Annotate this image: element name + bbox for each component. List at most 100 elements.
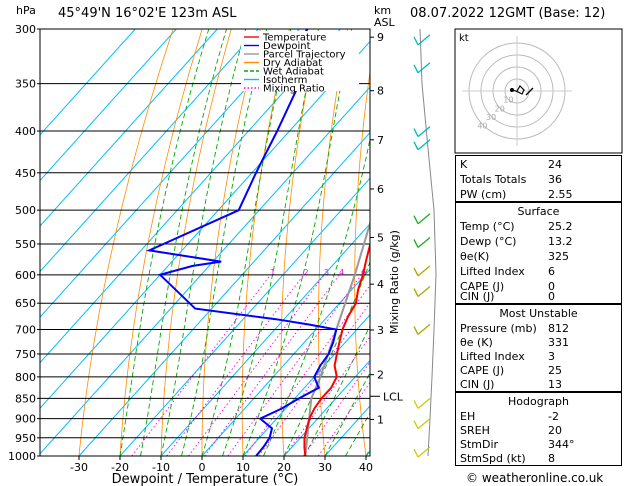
- wind-barb: [417, 285, 431, 297]
- mixing-ratio-axis-title: Mixing Ratio (g/kg): [388, 230, 401, 334]
- most-unstable-title: Most Unstable: [499, 307, 578, 320]
- mixing-ratio-label: 25: [444, 268, 454, 277]
- surface-row: Lifted Index 6: [460, 265, 555, 278]
- legend-item: Temperature: [262, 33, 326, 44]
- isotherm-line: [40, 29, 259, 273]
- asl-label: ASL: [374, 16, 395, 29]
- wind-barb: [417, 265, 431, 277]
- isotherm-line: [40, 86, 370, 455]
- mixing-ratio-line: [317, 381, 370, 456]
- most-unstable-panel: Most Unstable Pressure (mb) 812 θe (K) 331…: [455, 304, 622, 392]
- location-title: 45°49'N 16°02'E 123m ASL: [58, 6, 237, 21]
- mixing-ratio-label: 2: [303, 268, 308, 277]
- wind-barb: [417, 397, 431, 409]
- hodo-row: SREH 20: [460, 424, 562, 437]
- isotherm-line: [201, 268, 370, 456]
- wind-barb-flag: [413, 141, 419, 151]
- wind-barb-flag: [413, 326, 419, 335]
- isotherm-line: [283, 359, 370, 456]
- legend-item: Mixing Ratio: [263, 84, 325, 95]
- mixing-ratio-line: [227, 274, 362, 456]
- mixing-ratio-label: 8: [377, 268, 382, 277]
- mu-row: Pressure (mb) 812: [460, 322, 569, 335]
- mu-row: CAPE (J) 25: [460, 364, 562, 377]
- wind-barb-flag: [413, 128, 419, 137]
- isotherm-line: [160, 223, 370, 456]
- mixing-ratio-line: [244, 284, 370, 456]
- legend-item: Wet Adiabat: [263, 67, 324, 78]
- mixing-ratio-label: 1: [270, 268, 275, 277]
- legend-box: [241, 31, 359, 91]
- pressure-tick-label: 650: [15, 297, 36, 310]
- surface-row: Temp (°C) 25.2: [460, 220, 573, 233]
- dry-adiabat-line: [424, 29, 448, 456]
- wind-profile-line: [419, 28, 437, 457]
- wind-barb-flag: [413, 36, 419, 46]
- wind-barb: [417, 446, 431, 458]
- hodograph-ring-label: 20: [495, 104, 505, 113]
- pressure-tick-label: 300: [15, 23, 36, 36]
- km-tick-label: 5: [377, 231, 384, 244]
- temp-tick-label: -30: [70, 461, 88, 474]
- km-tick-label: 7: [377, 134, 384, 147]
- wind-barb: [417, 418, 431, 430]
- temp-tick-label: 10: [236, 461, 250, 474]
- parcel-trajectory: [304, 220, 370, 456]
- surface-panel: Surface Temp (°C) 25.2 Dewp (°C) 13.2 θe(K…: [455, 202, 622, 304]
- wind-barb: [417, 213, 431, 225]
- wind-barb: [417, 62, 431, 74]
- pressure-tick-label: 600: [15, 269, 36, 282]
- wet-adiabat-line: [181, 29, 268, 456]
- lcl-label: LCL: [383, 390, 404, 403]
- mixing-ratio-label: 3: [324, 268, 329, 277]
- wet-adiabat-line: [324, 372, 370, 456]
- wind-barb: [417, 139, 431, 151]
- wind-barb-flag: [413, 239, 419, 248]
- pressure-tick-label: 1000: [8, 450, 36, 463]
- mixing-ratio-label: 4: [339, 268, 344, 277]
- pressure-tick-label: 850: [15, 392, 36, 405]
- legend-item: Isotherm: [263, 75, 307, 86]
- hodo-row: StmDir 344°: [460, 438, 575, 451]
- temp-tick-label: 30: [318, 461, 332, 474]
- wind-barb-flag: [413, 288, 419, 297]
- pressure-tick-label: 400: [15, 125, 36, 138]
- hodograph-trace: [512, 85, 525, 95]
- hodograph-kt-label: kt: [459, 33, 469, 44]
- hodograph-point: [510, 88, 514, 92]
- wind-barb-flag: [413, 400, 419, 409]
- x-axis-title: Dewpoint / Temperature (°C): [112, 472, 299, 486]
- mixing-ratio-line: [131, 274, 271, 456]
- wind-barb: [417, 323, 431, 335]
- temp-tick-label: -10: [152, 461, 170, 474]
- temp-tick-label: -20: [111, 461, 129, 474]
- indices-panel: K 24 Totals Totals 36 PW (cm) 2.55: [455, 155, 622, 202]
- surface-row: Dewp (°C) 13.2: [460, 235, 573, 248]
- wet-adiabat-line: [304, 324, 370, 456]
- wind-barb: [417, 236, 431, 248]
- wind-barb-flag: [413, 448, 419, 458]
- isotherm-line: [40, 40, 370, 409]
- surface-row: CAPE (J) 0: [460, 280, 555, 293]
- hodograph-stats-panel: Hodograph EH -2 SREH 20 StmDir 344° StmSpd …: [455, 392, 622, 466]
- legend-item: Dry Adiabat: [263, 58, 322, 69]
- mixing-ratio-label: 20: [430, 268, 440, 277]
- isotherm-line: [40, 29, 300, 318]
- datetime-title: 08.07.2022 12GMT (Base: 12): [410, 6, 606, 21]
- index-row: K 24: [460, 158, 562, 171]
- surface-row: CIN (J) 0: [460, 290, 555, 303]
- hodograph-ring-label: 10: [503, 96, 513, 105]
- wind-barb-flag: [413, 64, 419, 74]
- km-tick-label: 2: [377, 369, 384, 382]
- legend-item: Parcel Trajectory: [263, 50, 346, 61]
- copyright-footer[interactable]: © weatheronline.co.uk: [466, 471, 604, 485]
- wind-barb-flag: [413, 267, 419, 277]
- pressure-tick-label: 750: [15, 348, 36, 361]
- index-row: PW (cm) 2.55: [460, 188, 573, 201]
- hpa-label: hPa: [16, 4, 36, 17]
- km-tick-label: 6: [377, 183, 384, 196]
- hodograph-ring-label: 40: [477, 122, 487, 131]
- km-label: km: [374, 4, 392, 17]
- isotherm-line: [242, 314, 370, 456]
